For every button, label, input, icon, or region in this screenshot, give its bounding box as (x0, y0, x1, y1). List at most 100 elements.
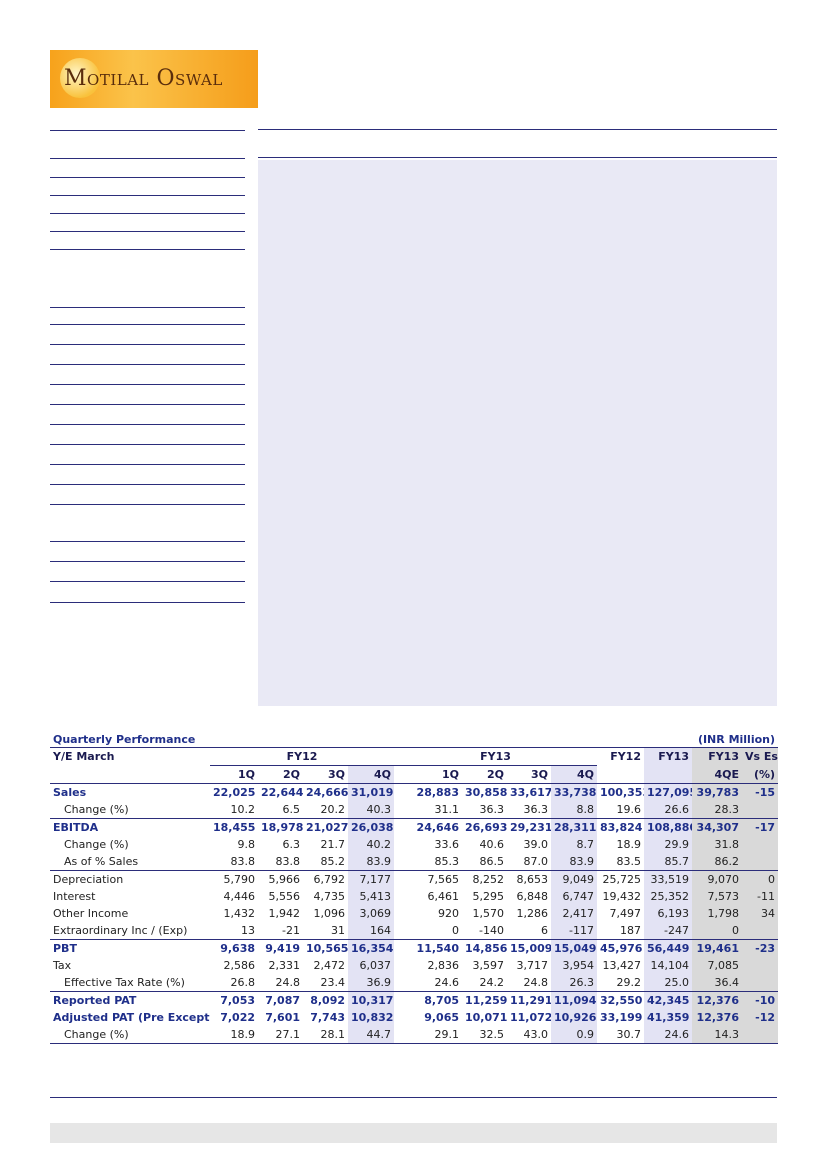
cell: 6,792 (303, 870, 348, 888)
cell: 6,848 (516, 890, 549, 903)
cell: 7,573 (692, 888, 742, 905)
data-row: Change (%) 10.2 6.5 20.2 40.3 31.1 36.3 36.3 8.8… (50, 801, 779, 819)
header-cell: FY13 (644, 747, 692, 766)
cell: 26.6 (644, 801, 692, 819)
sidebar-rule (50, 231, 245, 232)
cell: 7,087 (258, 991, 303, 1009)
cell: 24.8 (275, 976, 301, 989)
cell: 12,376 (692, 991, 742, 1009)
cell: 21,027 (303, 818, 348, 836)
header-cell: 1Q (210, 765, 258, 784)
cell: 34,307 (692, 818, 742, 836)
cell: 31.8 (692, 836, 742, 853)
row-label: Effective Tax Rate (%) (64, 976, 185, 989)
quarterly-table: Quarterly Performance (INR Million) Y/E Ma… (50, 731, 779, 1044)
cell: -21 (282, 924, 300, 937)
cell: 26.3 (551, 974, 597, 992)
cell: 29.9 (644, 836, 692, 853)
sidebar-rule (50, 581, 245, 582)
sidebar-rule (50, 464, 245, 465)
cell: 11,094 (551, 991, 597, 1009)
header-cell: FY12 (210, 747, 394, 766)
cell: 3,717 (516, 959, 549, 972)
header-label: Y/E March (53, 750, 115, 764)
cell: 1,570 (472, 907, 505, 920)
sidebar-rule (50, 504, 245, 505)
cell: 18.9 (616, 838, 642, 851)
cell: 6,193 (644, 905, 692, 922)
cell: 16,354 (348, 939, 394, 957)
cell: 8,705 (394, 991, 462, 1009)
cell: 6.3 (282, 838, 301, 851)
cell: 10,071 (465, 1011, 507, 1024)
row-label: Sales (50, 783, 210, 801)
row-label: PBT (50, 939, 210, 957)
cell: 30.7 (597, 1026, 644, 1044)
cell: 164 (348, 922, 394, 940)
cell: 7,601 (265, 1011, 300, 1024)
cell: 2,331 (268, 959, 301, 972)
cell: 85.3 (434, 855, 460, 868)
cell: 26.8 (230, 976, 256, 989)
cell: 24.8 (523, 976, 549, 989)
cell: 83.8 (275, 855, 301, 868)
header-row: 1Q 2Q 3Q 4Q 1Q 2Q 3Q 4Q 4QE (%) (50, 765, 779, 784)
cell: 7,053 (210, 991, 258, 1009)
table-unit: (INR Million) (597, 731, 779, 748)
cell: 5,790 (210, 870, 258, 888)
cell: 25.0 (644, 974, 692, 992)
data-row: Change (%) 9.8 6.3 21.7 40.2 33.6 40.6 39.0 8.7 1… (50, 836, 779, 853)
cell: 11,259 (462, 991, 507, 1009)
cell: 13,427 (602, 959, 642, 972)
cell: 83.8 (230, 855, 256, 868)
cell: -117 (551, 922, 597, 940)
cell: 6,461 (427, 890, 460, 903)
sidebar-rule (50, 484, 245, 485)
cell: 3,069 (348, 905, 394, 922)
sidebar-rule (50, 249, 245, 250)
data-row: Effective Tax Rate (%) 26.8 24.8 23.4 36.9 24… (50, 974, 779, 992)
cell: 100,353 (597, 783, 644, 801)
cell: 24.2 (479, 976, 505, 989)
cell: 10.2 (230, 803, 256, 816)
cell: 36.9 (348, 974, 394, 992)
cell: 14,856 (462, 939, 507, 957)
cell: 18,978 (258, 818, 303, 836)
row-label: Adjusted PAT (Pre Exceptional) (53, 1011, 210, 1024)
cell: 5,295 (472, 890, 505, 903)
data-row: Interest 4,446 5,556 4,735 5,413 6,461 5,295 6,… (50, 888, 779, 905)
sidebar-rule (50, 404, 245, 405)
cell: 14,104 (644, 957, 692, 974)
cell: 28.3 (692, 801, 742, 819)
cell: 39.0 (523, 838, 549, 851)
data-row: PBT 9,638 9,419 10,565 16,354 11,540 14,856 15,… (50, 939, 779, 957)
data-row: EBITDA 18,455 18,978 21,027 26,038 24,646 26,6… (50, 818, 779, 836)
data-row: Other Income 1,432 1,942 1,096 3,069 920 1,570… (50, 905, 779, 922)
cell: 8.7 (551, 836, 597, 853)
data-row: Tax 2,586 2,331 2,472 6,037 2,836 3,597 3,717 3,… (50, 957, 779, 974)
rule (258, 129, 777, 130)
cell: 25,725 (597, 870, 644, 888)
cell: -12 (742, 1009, 779, 1026)
cell: 45,976 (597, 939, 644, 957)
header-label (50, 765, 210, 784)
cell: 39,783 (692, 783, 742, 801)
cell: 2,586 (223, 959, 256, 972)
cell: 9,049 (551, 870, 597, 888)
row-label: Change (%) (50, 1026, 210, 1044)
logo-sun (60, 58, 100, 98)
cell: 43.0 (507, 1026, 551, 1044)
sidebar-rule (50, 424, 245, 425)
cell: 8,252 (462, 870, 507, 888)
cell: 40.6 (479, 838, 505, 851)
cell: 5,966 (258, 870, 303, 888)
cell: 1,286 (516, 907, 549, 920)
logo: Motilal Oswal (50, 50, 258, 108)
cell: 41,359 (644, 1009, 692, 1026)
header-cell: FY13 (692, 747, 742, 766)
cell: 1,096 (313, 907, 346, 920)
cell: 2,472 (313, 959, 346, 972)
cell: 9,419 (258, 939, 303, 957)
